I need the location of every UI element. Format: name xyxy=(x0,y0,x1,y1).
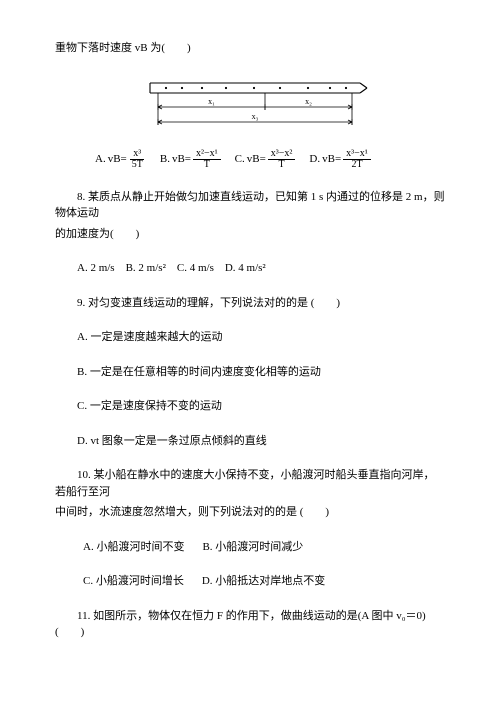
q7-option-d: D. vB= x³−x¹ 2T xyxy=(309,149,370,171)
q10-option-c: C. 小船渡河时间增长 xyxy=(83,573,184,590)
svg-text:x₁: x₁ xyxy=(208,97,215,106)
q8-line2: 的加速度为( ) xyxy=(55,226,445,243)
opt-prefix: C. xyxy=(235,151,245,168)
q7-option-b: B. vB= x²−x¹ T xyxy=(160,149,221,171)
q9-option-c: C. 一定是速度保持不变的运动 xyxy=(55,398,445,415)
q10-option-d: D. 小船抵达对岸地点不变 xyxy=(202,573,325,590)
q8-line1: 8. 某质点从静止开始做匀加速直线运动，已知第 1 s 内通过的位移是 2 m，… xyxy=(55,189,445,222)
q7-option-c: C. vB= x³−x² T xyxy=(235,149,296,171)
opt-prefix: B. xyxy=(160,151,170,168)
page: 重物下落时速度 vB 为( ) x₁ x₂ x₃ A. vB= x³ 5T B. v… xyxy=(0,0,500,671)
opt-vb: vB= xyxy=(247,151,266,168)
fraction: x³−x² T xyxy=(268,149,296,171)
svg-text:x₂: x₂ xyxy=(305,97,312,106)
q10-line2: 中间时，水流速度忽然增大，则下列说法对的的是 ( ) xyxy=(55,504,445,521)
opt-vb: vB= xyxy=(322,151,341,168)
q10-option-a: A. 小船渡河时间不变 xyxy=(83,539,184,556)
opt-vb: vB= xyxy=(172,151,191,168)
opt-prefix: A. xyxy=(95,151,106,168)
q7-option-a: A. vB= x³ 5T xyxy=(95,149,146,171)
diagram-container: x₁ x₂ x₃ xyxy=(55,75,445,135)
q10-options-row2: C. 小船渡河时间增长 D. 小船抵达对岸地点不变 xyxy=(83,573,445,590)
opt-prefix: D. xyxy=(309,151,320,168)
q10-line1: 10. 某小船在静水中的速度大小保持不变，小船渡河时船头垂直指向河岸，若船行至河 xyxy=(55,467,445,500)
q7-options-row: A. vB= x³ 5T B. vB= x²−x¹ T C. vB= x³−x²… xyxy=(95,149,445,171)
q9-option-b: B. 一定是在任意相等的时间内速度变化相等的运动 xyxy=(55,364,445,381)
q10: 10. 某小船在静水中的速度大小保持不变，小船渡河时船头垂直指向河岸，若船行至河… xyxy=(55,467,445,590)
fraction: x³ 5T xyxy=(129,149,146,171)
q11-line1: 11. 如图所示，物体仅在恒力 F 的作用下，做曲线运动的是(A 图中 v₀＝0… xyxy=(55,608,445,641)
q9-stem: 9. 对匀变速直线运动的理解，下列说法对的的是 ( ) xyxy=(55,295,445,312)
q10-options-row1: A. 小船渡河时间不变 B. 小船渡河时间减少 xyxy=(83,539,445,556)
fraction-den: T xyxy=(276,160,288,171)
fraction-den: 5T xyxy=(129,160,146,171)
opt-vb: vB= xyxy=(108,151,127,168)
q9-option-d: D. vt 图象一定是一条过原点倾斜的直线 xyxy=(55,433,445,450)
q8-options: A. 2 m/s B. 2 m/s² C. 4 m/s D. 4 m/s² xyxy=(55,260,445,277)
fraction-den: 2T xyxy=(348,160,365,171)
fraction: x²−x¹ T xyxy=(193,149,221,171)
q10-option-b: B. 小船渡河时间减少 xyxy=(202,539,303,556)
q9: 9. 对匀变速直线运动的理解，下列说法对的的是 ( ) A. 一定是速度越来越大… xyxy=(55,295,445,450)
fraction-den: T xyxy=(201,160,213,171)
fraction: x³−x¹ 2T xyxy=(343,149,371,171)
segment-diagram: x₁ x₂ x₃ xyxy=(130,75,370,135)
q9-option-a: A. 一定是速度越来越大的运动 xyxy=(55,329,445,346)
svg-text:x₃: x₃ xyxy=(252,112,259,121)
intro-line: 重物下落时速度 vB 为( ) xyxy=(55,40,445,57)
q11: 11. 如图所示，物体仅在恒力 F 的作用下，做曲线运动的是(A 图中 v₀＝0… xyxy=(55,608,445,641)
q8: 8. 某质点从静止开始做匀加速直线运动，已知第 1 s 内通过的位移是 2 m，… xyxy=(55,189,445,277)
